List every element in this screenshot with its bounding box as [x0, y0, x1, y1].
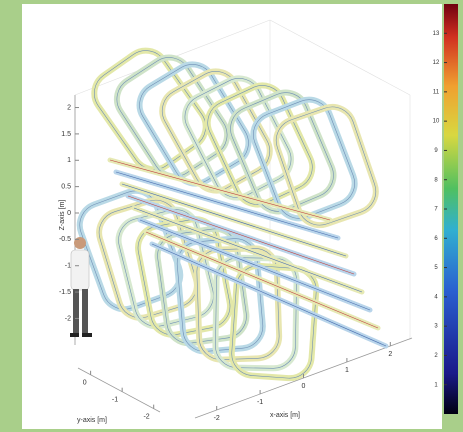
screenshot: Z-axis [m] y-axis [m] x-axis [m] -2 -1.5 -…	[0, 0, 463, 432]
x-tick-label: 0	[302, 383, 306, 390]
y-axis-label: y-axis [m]	[77, 417, 107, 424]
z-tick-label: 2	[67, 104, 71, 111]
x-tick-label: 1	[345, 367, 349, 374]
z-tick-label: 1.5	[61, 131, 71, 138]
colorbar-tick-label: 12	[433, 60, 440, 66]
colorbar-tick-label: 10	[433, 119, 440, 125]
z-tick-label: -2	[65, 315, 71, 322]
z-tick-label: 0	[67, 210, 71, 217]
x-axis-label: x-axis [m]	[270, 412, 300, 419]
y-tick-label: -2	[143, 413, 149, 420]
z-tick-label: -0.5	[59, 236, 71, 243]
x-tick-label: -1	[257, 399, 263, 406]
z-tick-label: 0.5	[61, 183, 71, 190]
chart: Z-axis [m] y-axis [m] x-axis [m] -2 -1.5 -…	[0, 0, 463, 432]
x-tick-label: -2	[214, 415, 220, 422]
z-tick-label: 1	[67, 157, 71, 164]
x-tick-label: 2	[388, 351, 392, 358]
z-axis-label: Z-axis [m]	[59, 200, 66, 231]
colorbar-tick-label: 13	[433, 31, 440, 37]
y-tick-label: -1	[112, 397, 118, 404]
z-tick-label: -1	[65, 263, 71, 270]
colorbar-tick-label: 11	[433, 89, 440, 95]
y-tick-label: 0	[83, 380, 87, 387]
z-tick-label: -1.5	[59, 289, 71, 296]
